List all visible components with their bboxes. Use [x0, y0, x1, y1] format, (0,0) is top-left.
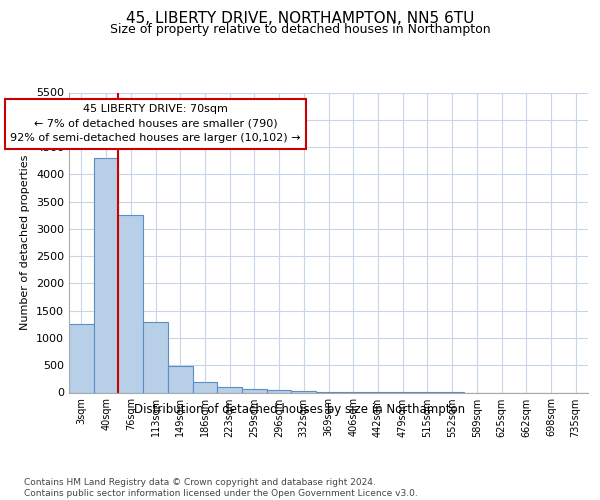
Text: 45 LIBERTY DRIVE: 70sqm
← 7% of detached houses are smaller (790)
92% of semi-de: 45 LIBERTY DRIVE: 70sqm ← 7% of detached… [10, 104, 301, 144]
Text: Distribution of detached houses by size in Northampton: Distribution of detached houses by size … [134, 402, 466, 415]
Bar [143, 322, 168, 392]
Text: Contains HM Land Registry data © Crown copyright and database right 2024.
Contai: Contains HM Land Registry data © Crown c… [24, 478, 418, 498]
Bar [168, 366, 193, 392]
Bar [118, 215, 143, 392]
Text: Size of property relative to detached houses in Northampton: Size of property relative to detached ho… [110, 24, 490, 36]
Bar [217, 387, 242, 392]
Text: 45, LIBERTY DRIVE, NORTHAMPTON, NN5 6TU: 45, LIBERTY DRIVE, NORTHAMPTON, NN5 6TU [126, 11, 474, 26]
Bar [69, 324, 94, 392]
Bar [94, 158, 118, 392]
Y-axis label: Number of detached properties: Number of detached properties [20, 155, 31, 330]
Bar [193, 382, 217, 392]
Bar [242, 388, 267, 392]
Bar [267, 390, 292, 392]
